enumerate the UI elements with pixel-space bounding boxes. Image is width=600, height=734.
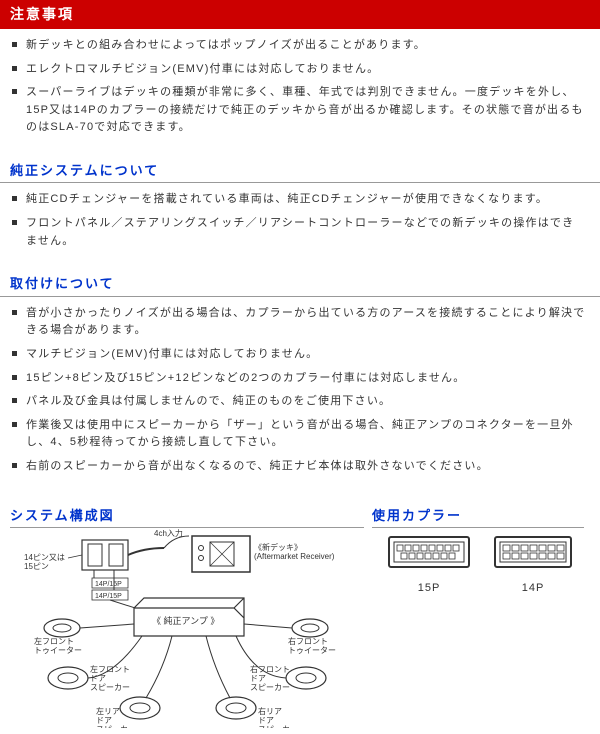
list-item: エレクトロマルチビジョン(EMV)付車には対応しておりません。: [22, 61, 586, 79]
svg-text:右フロントトゥイーター: 右フロントトゥイーター: [288, 636, 336, 655]
svg-text:左フロントトゥイーター: 左フロントトゥイーター: [34, 636, 82, 655]
system-list: 純正CDチェンジャーを搭載されている車両は、純正CDチェンジャーが使用できなくな…: [0, 183, 600, 264]
svg-text:14P/15P: 14P/15P: [95, 593, 122, 600]
coupler-row: 15P 14P: [376, 536, 584, 597]
list-item: フロントパネル／ステアリングスイッチ／リアシートコントローラーなどでの新デッキの…: [22, 215, 586, 250]
svg-text:右リアドアスピーカー: 右リアドアスピーカー: [258, 706, 298, 728]
caution-list: 新デッキとの組み合わせによってはポップノイズが出ることがあります。 エレクトロマ…: [0, 29, 600, 151]
list-item: 純正CDチェンジャーを搭載されている車両は、純正CDチェンジャーが使用できなくな…: [22, 191, 586, 209]
list-item: パネル及び金具は付属しませんので、純正のものをご使用下さい。: [22, 393, 586, 411]
coupler-label: 15P: [388, 580, 470, 597]
list-item: 新デッキとの組み合わせによってはポップノイズが出ることがあります。: [22, 37, 586, 55]
diagram-header: システム構成図: [10, 502, 364, 529]
list-item: スーパーライブはデッキの種類が非常に多く、車種、年式では判別できません。一度デッ…: [22, 84, 586, 137]
coupler-label: 14P: [494, 580, 572, 597]
svg-text:《新デッキ》(Aftermarket Receiver): 《新デッキ》(Aftermarket Receiver): [254, 542, 335, 561]
svg-text:14P/15P: 14P/15P: [95, 581, 122, 588]
coupler-15p: 15P: [388, 536, 470, 597]
list-item: 音が小さかったりノイズが出る場合は、カプラーから出ている方のアースを接続すること…: [22, 305, 586, 340]
svg-text:4ch入力: 4ch入力: [154, 528, 183, 538]
coupler-header: 使用カプラー: [372, 502, 584, 529]
list-item: マルチビジョン(EMV)付車には対応しておりません。: [22, 346, 586, 364]
list-item: 作業後又は使用中にスピーカーから「ザー」という音が出る場合、純正アンプのコネクタ…: [22, 417, 586, 452]
system-diagram: 14ピン又は15ピン 14P/15P 14P/15P 4ch入力 《新デッキ》(…: [14, 528, 364, 728]
list-item: 右前のスピーカーから音が出なくなるので、純正ナビ本体は取外さないでください。: [22, 458, 586, 476]
svg-text:14ピン又は15ピン: 14ピン又は15ピン: [24, 553, 65, 571]
svg-text:左フロントドアスピーカー: 左フロントドアスピーカー: [90, 664, 130, 692]
install-list: 音が小さかったりノイズが出る場合は、カプラーから出ている方のアースを接続すること…: [0, 297, 600, 490]
list-item: 15ピン+8ピン及び15ピン+12ピンなどの2つのカプラー付車には対応しません。: [22, 370, 586, 388]
system-header: 純正システムについて: [0, 157, 600, 184]
svg-text:《 純正アンプ 》: 《 純正アンプ 》: [152, 615, 219, 626]
coupler-14p: 14P: [494, 536, 572, 597]
caution-header: 注意事項: [0, 0, 600, 29]
install-header: 取付けについて: [0, 270, 600, 297]
